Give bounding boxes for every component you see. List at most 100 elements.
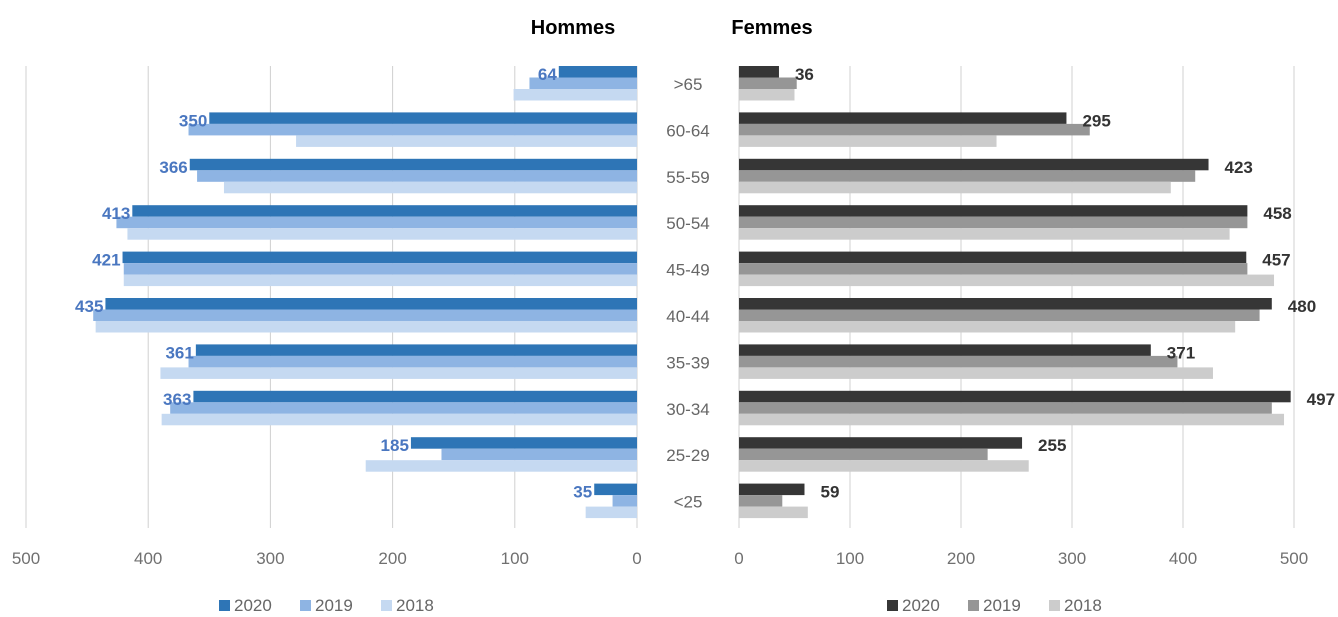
women-data-label: 295: [1082, 111, 1110, 130]
women-bar-2018: [739, 181, 1171, 194]
women-bar-2020: [739, 158, 1209, 171]
age-category-label: 25-29: [666, 446, 709, 465]
women-data-label: 480: [1288, 297, 1316, 316]
women-bar-2019: [739, 216, 1248, 229]
men-data-label: 363: [163, 390, 191, 409]
men-x-tick: 0: [632, 549, 641, 568]
bars: [93, 66, 1291, 519]
women-bar-2018: [739, 460, 1029, 472]
age-category-label: 50-54: [666, 214, 709, 233]
men-bar-2020: [558, 66, 637, 78]
women-bar-2020: [739, 205, 1248, 217]
men-data-label: 413: [102, 204, 130, 223]
women-bar-2020: [739, 344, 1151, 356]
men-bar-2019: [441, 448, 637, 461]
women-bar-2018: [739, 321, 1236, 333]
men-legend: 2020 2019 2018: [219, 596, 434, 615]
men-x-tick: 100: [501, 549, 529, 568]
age-category-label: 30-34: [666, 400, 709, 419]
women-legend-label: 2018: [1064, 596, 1102, 615]
age-category-label: 45-49: [666, 261, 709, 280]
men-legend-swatch: [219, 600, 230, 611]
women-x-tick: 500: [1280, 549, 1308, 568]
women-legend: 2020 2019 2018: [887, 596, 1102, 615]
men-bar-2020: [105, 298, 638, 310]
women-bar-2020: [739, 66, 779, 78]
women-x-tick: 0: [734, 549, 743, 568]
women-bar-2019: [739, 77, 797, 89]
women-bar-2020: [739, 112, 1067, 124]
men-bar-2020: [132, 205, 637, 217]
men-bar-2019: [612, 495, 637, 507]
men-bar-2018: [123, 274, 637, 287]
men-data-label: 361: [165, 343, 193, 362]
women-legend-swatch: [887, 600, 898, 611]
men-bar-2020: [410, 437, 637, 449]
women-data-label: 255: [1038, 436, 1066, 455]
men-bar-2019: [123, 263, 637, 275]
age-category-label: 60-64: [666, 121, 709, 140]
women-bar-2018: [739, 506, 808, 519]
men-x-tick: 300: [256, 549, 284, 568]
women-data-label: 371: [1167, 343, 1195, 362]
men-bar-2019: [188, 123, 637, 136]
women-bar-2019: [739, 448, 988, 461]
women-panel-title: Femmes: [731, 17, 812, 39]
men-panel-title: Hommes: [531, 17, 615, 39]
women-x-tick: 200: [947, 549, 975, 568]
women-bar-2018: [739, 228, 1230, 240]
men-bar-2020: [195, 344, 637, 356]
men-bar-2019: [93, 309, 637, 321]
women-bar-2019: [739, 495, 783, 507]
men-legend-label: 2019: [315, 596, 353, 615]
men-bar-2020: [193, 390, 637, 403]
women-bar-2019: [739, 355, 1178, 368]
women-data-label: 59: [820, 483, 839, 502]
women-data-label: 457: [1262, 251, 1290, 270]
men-bar-2019: [170, 402, 638, 414]
women-x-tick: 300: [1058, 549, 1086, 568]
women-legend-label: 2019: [983, 596, 1021, 615]
women-data-label: 423: [1225, 158, 1253, 177]
women-bar-2019: [739, 309, 1260, 321]
women-data-label: 36: [795, 65, 814, 84]
men-data-label: 64: [538, 65, 557, 84]
women-legend-swatch: [1049, 600, 1060, 611]
women-x-tick: 100: [836, 549, 864, 568]
men-bar-2019: [116, 216, 638, 229]
women-legend-label: 2020: [902, 596, 940, 615]
women-bar-2019: [739, 170, 1196, 182]
category-labels: >65 60-64 55-59 50-54 45-49 40-44 35-39 30-34 25…: [666, 75, 709, 512]
men-bar-2018: [161, 413, 637, 426]
men-bar-2018: [585, 506, 637, 519]
men-bar-2018: [296, 135, 637, 147]
women-bar-2020: [739, 251, 1247, 264]
women-bar-2019: [739, 263, 1248, 275]
men-x-tick: 500: [12, 549, 40, 568]
women-bar-2019: [739, 123, 1090, 136]
women-bar-2019: [739, 402, 1272, 414]
men-bar-2020: [594, 483, 637, 496]
men-data-label: 435: [75, 297, 103, 316]
men-legend-swatch: [300, 600, 311, 611]
men-data-label: 366: [159, 158, 187, 177]
men-legend-label: 2018: [396, 596, 434, 615]
age-category-label: 35-39: [666, 353, 709, 372]
men-bar-2019: [529, 77, 637, 89]
men-bar-2018: [127, 228, 638, 240]
men-bar-2019: [197, 170, 637, 182]
men-data-label: 185: [381, 436, 409, 455]
age-category-label: 40-44: [666, 307, 709, 326]
age-category-label: 55-59: [666, 168, 709, 187]
age-category-label: <25: [674, 493, 703, 512]
men-bar-2020: [189, 158, 638, 171]
men-bar-2020: [122, 251, 637, 264]
axis-ticks: 500 400 300 200 100 0 0 100 200 300 400 500: [12, 549, 1308, 568]
women-legend-swatch: [968, 600, 979, 611]
men-bar-2019: [188, 355, 637, 368]
men-data-label: 35: [573, 483, 592, 502]
women-bar-2018: [739, 89, 795, 101]
women-bar-2018: [739, 413, 1285, 426]
women-x-tick: 400: [1169, 549, 1197, 568]
